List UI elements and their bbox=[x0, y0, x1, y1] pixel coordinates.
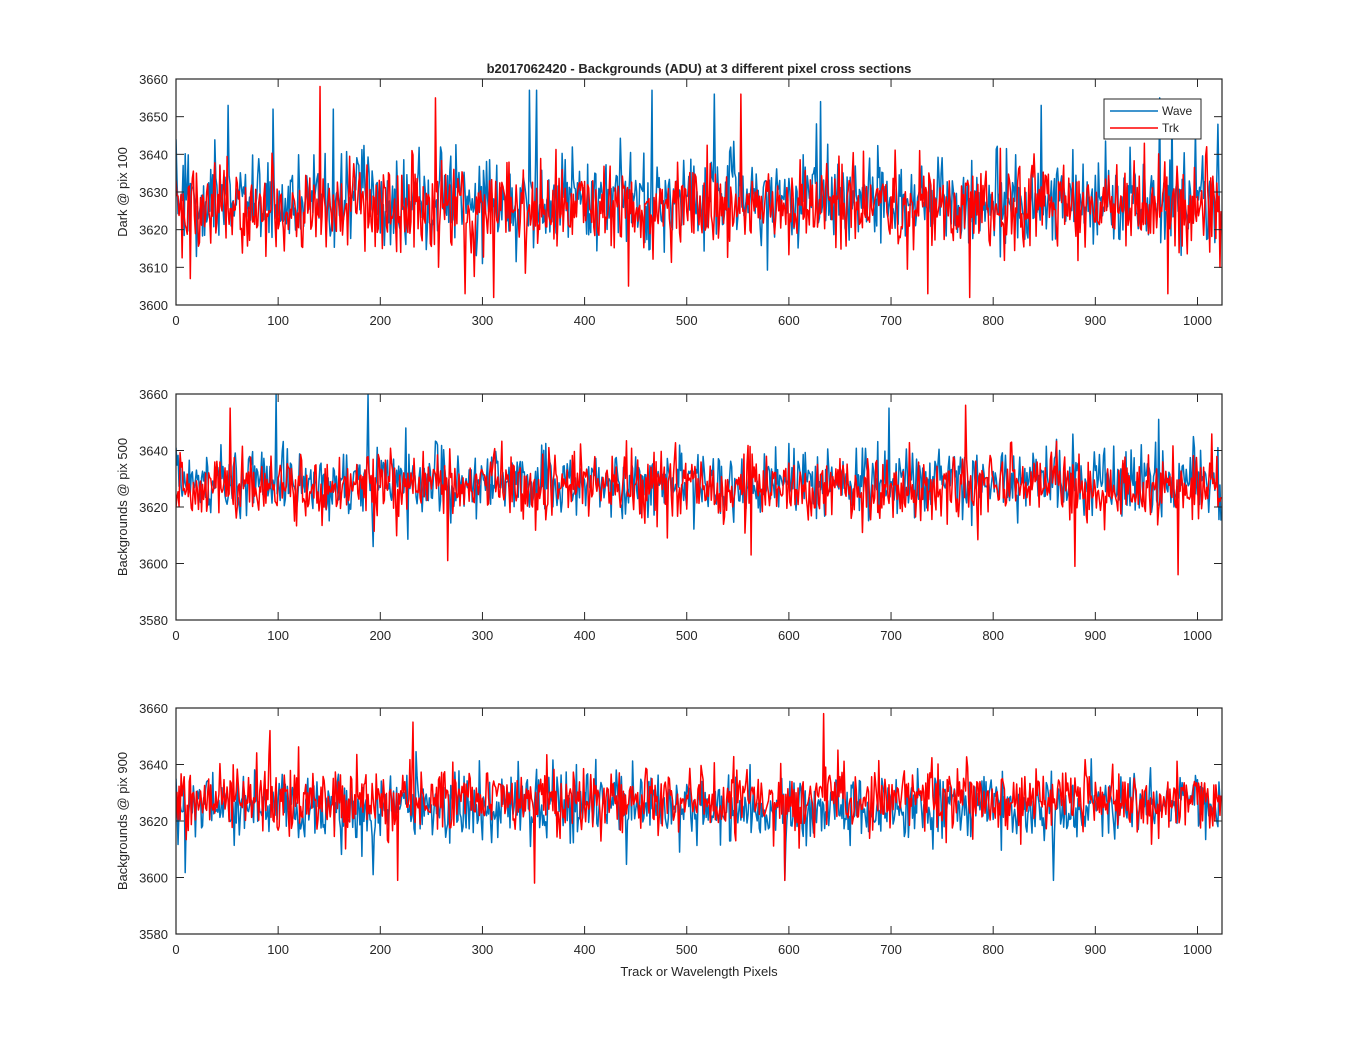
y-tick-label: 3640 bbox=[139, 758, 168, 773]
x-tick-label: 1000 bbox=[1183, 942, 1212, 957]
series-line-trk bbox=[176, 404, 1222, 576]
subplots: 0 100 200 300 400 500 600 700 800 900 100036003610… bbox=[115, 72, 1223, 957]
x-tick-label: 900 bbox=[1084, 628, 1106, 643]
x-tick-label: 0 bbox=[172, 628, 179, 643]
x-tick-label: 0 bbox=[172, 313, 179, 328]
y-tick-label: 3650 bbox=[139, 110, 168, 125]
y-tick-label: 3630 bbox=[139, 185, 168, 200]
y-tick-label: 3600 bbox=[139, 298, 168, 313]
y-tick-label: 3660 bbox=[139, 72, 168, 87]
x-tick-label: 100 bbox=[267, 313, 289, 328]
x-tick-label: 1000 bbox=[1183, 628, 1212, 643]
x-tick-label: 0 bbox=[172, 942, 179, 957]
y-tick-label: 3580 bbox=[139, 927, 168, 942]
y-axis-label: Dark @ pix 100 bbox=[115, 147, 130, 237]
x-tick-label: 300 bbox=[472, 313, 494, 328]
x-tick-label: 1000 bbox=[1183, 313, 1212, 328]
y-axis-label: Backgrounds @ pix 900 bbox=[115, 752, 130, 890]
x-tick-label: 700 bbox=[880, 313, 902, 328]
x-tick-label: 400 bbox=[574, 628, 596, 643]
x-tick-label: 800 bbox=[982, 628, 1004, 643]
y-tick-label: 3600 bbox=[139, 871, 168, 886]
x-axis-label: Track or Wavelength Pixels bbox=[620, 964, 778, 979]
x-tick-label: 700 bbox=[880, 942, 902, 957]
subplot-1: 0 100 200 300 400 500 600 700 800 900 1000 3600 3610… bbox=[115, 72, 1223, 328]
subplot-2: 0 100 200 300 400 500 600 700 800 900 1000 3580 3600… bbox=[115, 387, 1223, 643]
series-line-wave bbox=[176, 394, 1222, 548]
x-tick-label: 300 bbox=[472, 628, 494, 643]
y-tick-label: 3600 bbox=[139, 557, 168, 572]
x-tick-label: 600 bbox=[778, 628, 800, 643]
y-tick-label: 3660 bbox=[139, 387, 168, 402]
legend-label-trk: Trk bbox=[1162, 121, 1180, 135]
y-tick-label: 3640 bbox=[139, 147, 168, 162]
x-tick-label: 800 bbox=[982, 942, 1004, 957]
plot-area bbox=[176, 394, 1222, 620]
x-tick-label: 600 bbox=[778, 313, 800, 328]
x-tick-label: 100 bbox=[267, 628, 289, 643]
x-tick-label: 900 bbox=[1084, 942, 1106, 957]
y-tick-label: 3620 bbox=[139, 814, 168, 829]
legend-box bbox=[1103, 98, 1202, 140]
y-tick-label: 3620 bbox=[139, 223, 168, 238]
legend-label-wave: Wave bbox=[1162, 104, 1193, 118]
x-tick-label: 600 bbox=[778, 942, 800, 957]
x-tick-label: 800 bbox=[982, 313, 1004, 328]
figure-title: b2017062420 - Backgrounds (ADU) at 3 dif… bbox=[487, 61, 912, 76]
x-tick-label: 900 bbox=[1084, 313, 1106, 328]
x-tick-label: 100 bbox=[267, 942, 289, 957]
subplot-3: 0 100 200 300 400 500 600 700 800 900 1000 3580 3600… bbox=[115, 701, 1223, 957]
legend: Wave Trk bbox=[1103, 98, 1202, 140]
y-tick-label: 3620 bbox=[139, 500, 168, 515]
y-tick-label: 3610 bbox=[139, 260, 168, 275]
x-tick-label: 400 bbox=[574, 313, 596, 328]
x-tick-label: 200 bbox=[369, 313, 391, 328]
series-line-trk bbox=[176, 85, 1222, 299]
x-tick-label: 300 bbox=[472, 942, 494, 957]
y-tick-label: 3660 bbox=[139, 701, 168, 716]
x-tick-label: 500 bbox=[676, 313, 698, 328]
series-line-trk bbox=[176, 712, 1222, 884]
x-tick-label: 700 bbox=[880, 628, 902, 643]
y-axis-label: Backgrounds @ pix 500 bbox=[115, 438, 130, 576]
x-tick-label: 200 bbox=[369, 942, 391, 957]
x-tick-label: 500 bbox=[676, 628, 698, 643]
plot-area bbox=[176, 708, 1222, 934]
x-tick-label: 500 bbox=[676, 942, 698, 957]
x-tick-label: 200 bbox=[369, 628, 391, 643]
y-tick-label: 3580 bbox=[139, 613, 168, 628]
y-tick-label: 3640 bbox=[139, 444, 168, 459]
x-tick-label: 400 bbox=[574, 942, 596, 957]
